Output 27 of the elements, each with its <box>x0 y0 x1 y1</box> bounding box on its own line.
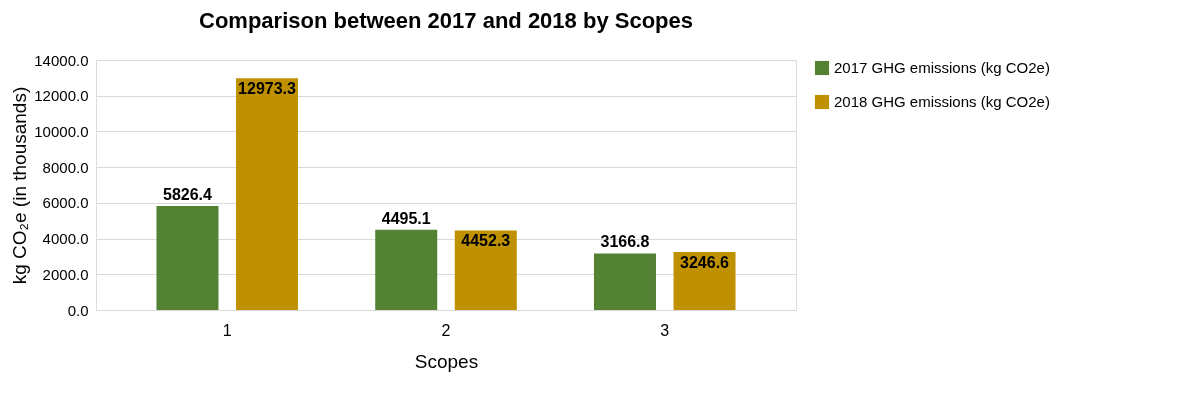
chart-title: Comparison between 2017 and 2018 by Scopes <box>199 8 693 33</box>
data-label: 3246.6 <box>680 254 730 272</box>
y-tick-label: 14000.0 <box>34 51 89 69</box>
x-axis-title: Scopes <box>414 350 479 372</box>
x-tick-label: 1 <box>222 321 232 339</box>
bar <box>454 230 517 310</box>
y-tick-label: 8000.0 <box>42 158 89 176</box>
legend-label: 2017 GHG emissions (kg CO2e) <box>834 59 1050 76</box>
bar <box>375 229 438 310</box>
x-tick-label: 2 <box>441 321 451 339</box>
x-tick-label: 3 <box>660 321 670 339</box>
data-label: 12973.3 <box>238 80 297 98</box>
y-tick-label: 2000.0 <box>42 265 89 283</box>
legend-label: 2018 GHG emissions (kg CO2e) <box>834 93 1050 110</box>
data-label: 4495.1 <box>381 209 431 227</box>
bar <box>156 205 219 310</box>
data-label: 4452.3 <box>461 232 511 250</box>
y-tick-label: 0.0 <box>67 301 89 319</box>
y-axis-title: kg CO₂e (in thousands) <box>9 86 31 285</box>
bar <box>236 78 299 310</box>
data-label: 5826.4 <box>163 185 213 203</box>
y-tick-label: 12000.0 <box>34 87 89 105</box>
y-tick-label: 6000.0 <box>42 194 89 212</box>
data-label: 3166.8 <box>600 233 650 251</box>
y-tick-label: 10000.0 <box>34 122 89 140</box>
bar <box>593 253 656 310</box>
y-tick-label: 4000.0 <box>42 230 89 248</box>
